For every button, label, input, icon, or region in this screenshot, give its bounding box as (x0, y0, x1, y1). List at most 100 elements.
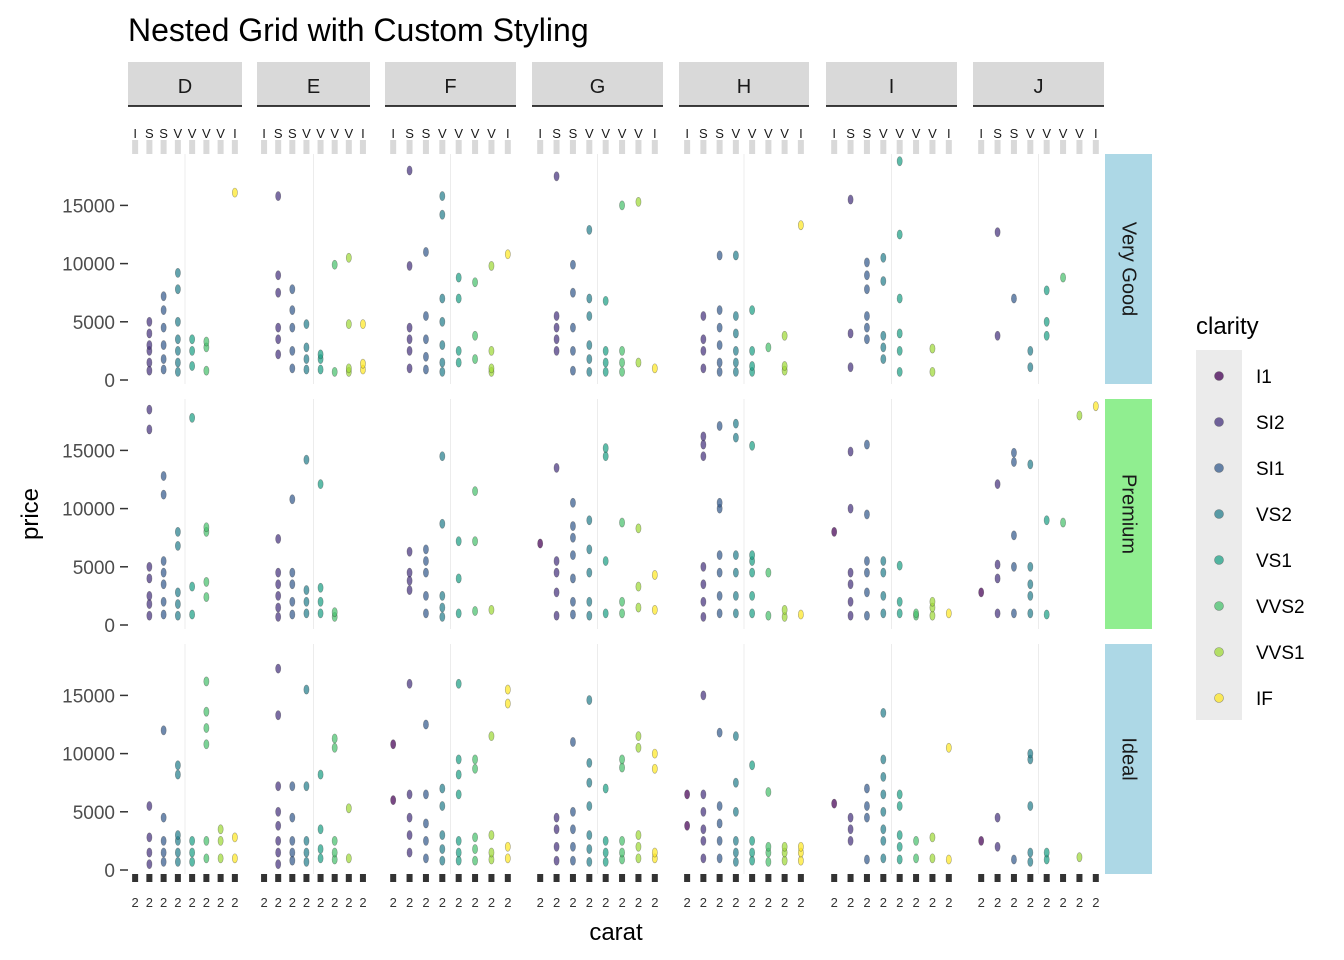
point-si1 (716, 567, 723, 578)
x-tick-label: 2 (618, 895, 625, 910)
point-si2 (553, 824, 560, 835)
clarity-substrip (203, 140, 210, 154)
point-vs2 (732, 345, 739, 356)
point-vs1 (189, 609, 196, 620)
point-vvs2 (472, 606, 478, 616)
point-vs2 (303, 684, 310, 695)
point-vs2 (732, 777, 739, 788)
clarity-substrip (504, 140, 511, 154)
strips-layer: DI S S V V V V IEI S S V V V V IFI S S V V V V IGI S S V V V V IHI S S… (128, 62, 1152, 874)
point-vvs1 (781, 330, 788, 341)
point-si1 (570, 521, 576, 531)
point-vs2 (174, 587, 181, 598)
point-vvs2 (472, 486, 478, 497)
point-si1 (423, 556, 429, 566)
point-si1 (1011, 608, 1017, 619)
x-tick-label: 2 (586, 895, 593, 910)
point-vvs1 (635, 830, 642, 840)
clarity-substrip (586, 140, 593, 154)
point-vs1 (749, 835, 756, 846)
point-si1 (716, 340, 723, 350)
x-tick-label: 2 (331, 895, 338, 910)
point-vs2 (174, 284, 181, 295)
point-si2 (700, 611, 707, 622)
point-si1 (1011, 530, 1017, 541)
x-tick (781, 874, 788, 882)
point-vvs1 (929, 596, 936, 607)
x-tick-label: 2 (317, 895, 324, 910)
point-vvs2 (331, 607, 338, 618)
point-vs1 (455, 272, 462, 283)
legend: clarity I1 SI2 SI1 VS2 VS1 VVS2 VVS1 IF (1196, 313, 1305, 720)
point-si1 (160, 609, 167, 620)
point-si1 (160, 364, 167, 375)
point-vs2 (732, 328, 739, 339)
x-tick (732, 874, 739, 882)
clarity-substrip (569, 140, 576, 154)
point-vvs2 (619, 200, 625, 211)
point-vvs1 (488, 604, 495, 615)
clarity-substrip (537, 140, 544, 154)
point-vs2 (439, 830, 446, 840)
point-vs2 (880, 835, 887, 846)
legend-label: I1 (1256, 367, 1272, 388)
x-tick (602, 874, 609, 882)
point-si2 (406, 334, 413, 345)
point-si1 (716, 835, 723, 846)
point-vs2 (303, 364, 310, 375)
point-if (504, 249, 511, 260)
clarity-sublabel: I (947, 126, 951, 141)
point-si2 (700, 824, 707, 835)
point-si1 (289, 781, 296, 792)
clarity-sublabel: S (1010, 126, 1019, 141)
cut-strip-label: Ideal (1118, 737, 1140, 780)
point-vs2 (586, 758, 593, 768)
point-vs2 (586, 515, 593, 526)
x-tick-label: 2 (422, 895, 429, 910)
point-vs1 (189, 835, 196, 846)
point-vs2 (1027, 590, 1034, 601)
point-vs2 (303, 354, 310, 364)
x-tick (488, 874, 495, 882)
point-vs1 (189, 412, 196, 423)
point-vs1 (749, 550, 756, 561)
x-tick-label: 2 (275, 895, 282, 910)
point-si1 (570, 345, 576, 356)
point-si1 (716, 801, 723, 811)
point-si1 (864, 587, 870, 598)
point-si1 (1011, 854, 1017, 865)
point-si2 (146, 561, 153, 572)
color-strip-label: H (737, 76, 751, 98)
point-si2 (553, 567, 560, 578)
point-vs1 (602, 783, 609, 794)
color-strip-E (257, 62, 370, 106)
point-si2 (553, 345, 560, 356)
point-i1 (390, 739, 397, 750)
point-if (231, 832, 238, 843)
point-vs1 (896, 841, 903, 852)
point-vs1 (1043, 285, 1050, 296)
point-vs2 (303, 835, 310, 846)
clarity-substrip (317, 140, 324, 154)
point-vs2 (439, 611, 446, 622)
point-si2 (847, 812, 854, 823)
point-si2 (700, 345, 707, 356)
point-si1 (289, 305, 296, 316)
point-si1 (289, 345, 296, 356)
point-vvs2 (472, 354, 478, 364)
x-tick (422, 874, 429, 882)
point-si2 (406, 363, 413, 374)
point-vvs1 (345, 853, 352, 864)
point-vs2 (586, 293, 593, 304)
point-si2 (553, 556, 560, 566)
clarity-sublabel: V (188, 126, 197, 141)
x-tick-label: 2 (390, 895, 397, 910)
point-vvs2 (203, 592, 210, 602)
point-si1 (864, 783, 870, 794)
x-tick-label: 2 (651, 895, 658, 910)
point-vvs2 (472, 754, 478, 765)
point-vs2 (439, 366, 446, 377)
legend-label: VVS1 (1256, 643, 1305, 664)
x-tick-label: 2 (345, 895, 352, 910)
point-si1 (864, 610, 870, 621)
